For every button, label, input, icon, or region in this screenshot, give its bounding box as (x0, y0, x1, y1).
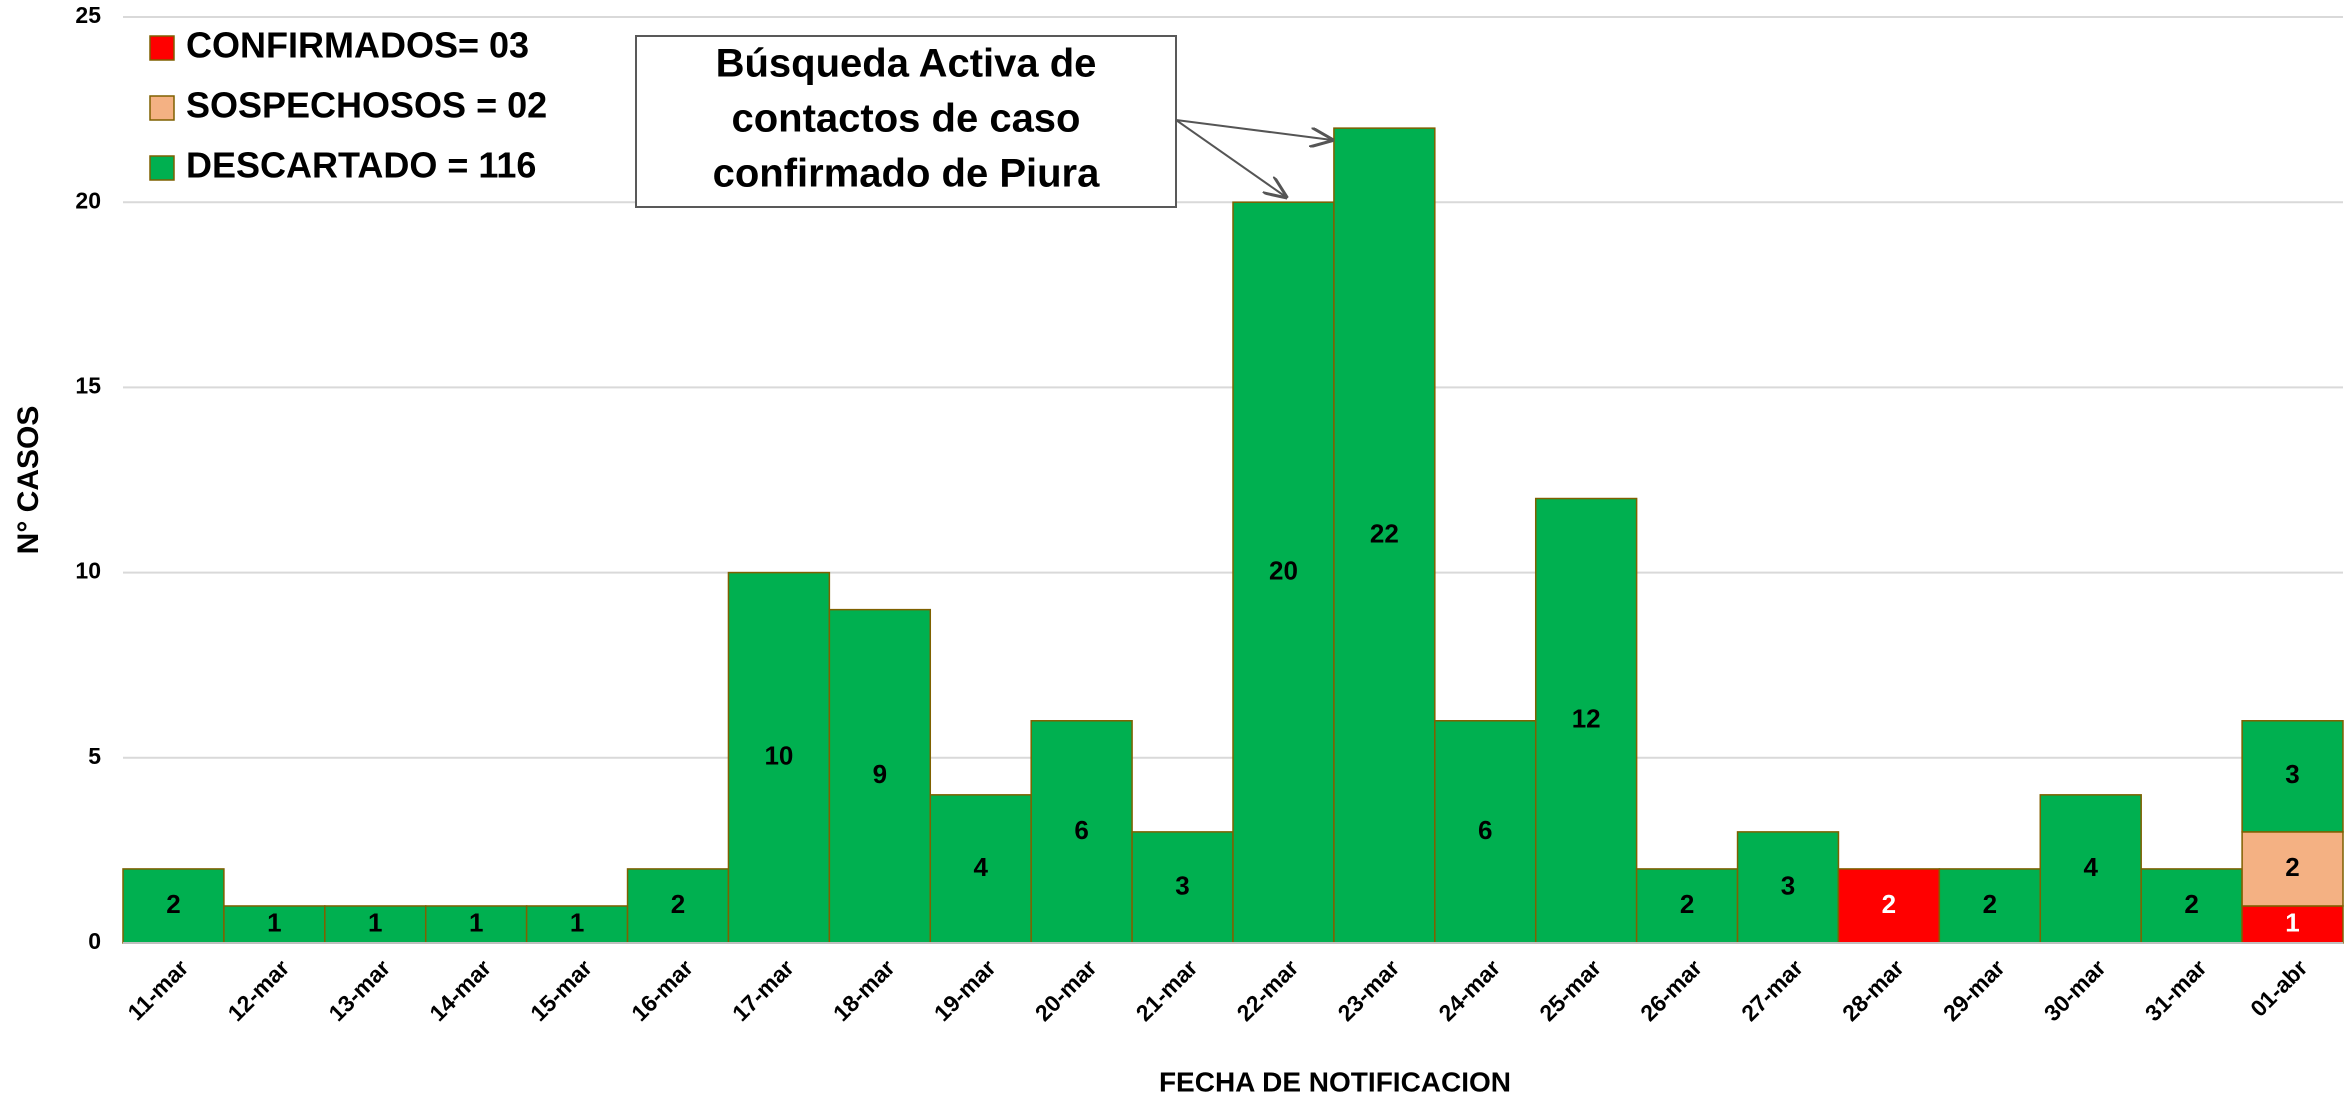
data-label: 4 (973, 852, 988, 882)
x-tick-label: 31-mar (2140, 954, 2212, 1026)
legend-label: SOSPECHOSOS = 02 (186, 85, 547, 126)
data-label: 2 (2184, 889, 2198, 919)
x-tick-label: 11-mar (122, 954, 193, 1025)
data-label: 6 (1478, 815, 1492, 845)
x-tick-label: 13-mar (323, 954, 395, 1026)
x-tick-label: 28-mar (1837, 954, 1909, 1026)
bar-segment (727, 571, 831, 944)
legend-label: DESCARTADO = 116 (186, 145, 536, 186)
annotation-arrow (1175, 119, 1286, 197)
data-label: 2 (1680, 889, 1694, 919)
x-tick-label: 30-mar (2039, 954, 2111, 1026)
x-tick-label: 26-mar (1635, 954, 1707, 1026)
bar-segment (2241, 720, 2344, 833)
data-label: 22 (1370, 518, 1399, 548)
data-label: 1 (2285, 907, 2299, 937)
x-tick-label: 22-mar (1232, 954, 1304, 1026)
x-tick-label: 20-mar (1030, 954, 1102, 1026)
y-tick-label: 15 (75, 372, 101, 398)
data-label: 2 (166, 889, 180, 919)
data-label: 1 (267, 907, 281, 937)
bar-segment (1736, 831, 1840, 944)
annotation-text: confirmado de Piura (713, 152, 1100, 196)
bar-segment (626, 868, 730, 944)
annotation-arrow (1175, 119, 1332, 140)
bar-segment (1333, 127, 1436, 944)
bar-segment (525, 905, 629, 944)
y-tick-label: 10 (75, 558, 101, 584)
x-tick-label: 18-mar (828, 954, 900, 1026)
data-label: 2 (1882, 889, 1896, 919)
data-label: 10 (764, 741, 793, 771)
bar-segment (828, 608, 932, 944)
x-tick-label: 27-mar (1736, 954, 1808, 1026)
legend-label: CONFIRMADOS= 03 (186, 25, 529, 66)
data-label: 12 (1572, 704, 1601, 734)
data-label: 4 (2083, 852, 2098, 882)
y-axis-title: N° CASOS (12, 406, 45, 555)
legend-swatch (149, 155, 175, 181)
y-tick-label: 5 (88, 743, 101, 769)
legend-swatch (149, 95, 175, 121)
data-label: 6 (1074, 815, 1088, 845)
data-label: 3 (1175, 870, 1189, 900)
x-tick-label: 19-mar (929, 954, 1001, 1026)
y-tick-label: 20 (75, 187, 101, 213)
data-label: 9 (873, 759, 887, 789)
data-label: 2 (1983, 889, 1997, 919)
bar-segment (2241, 905, 2344, 944)
data-label: 20 (1269, 555, 1298, 585)
bar-segment (1232, 201, 1335, 944)
data-label: 3 (1781, 870, 1795, 900)
annotation-text: Búsqueda Activa de (716, 42, 1097, 86)
data-label: 3 (2285, 759, 2299, 789)
x-tick-label: 12-mar (222, 954, 294, 1026)
data-label: 2 (671, 889, 685, 919)
bar-segment (1131, 831, 1234, 944)
x-tick-label: 24-mar (1433, 954, 1505, 1026)
bar-segment (1434, 720, 1537, 944)
x-tick-label: 23-mar (1332, 954, 1404, 1026)
x-axis-title: FECHA DE NOTIFICACION (1159, 1066, 1511, 1097)
bar-segment (2241, 831, 2344, 907)
x-tick-label: 01-abr (2245, 954, 2312, 1021)
x-tick-label: 21-mar (1131, 954, 1203, 1026)
y-tick-label: 0 (88, 928, 101, 954)
annotation-box (635, 35, 1177, 208)
data-label: 1 (570, 907, 584, 937)
bar-segment (1030, 720, 1133, 944)
x-tick-label: 17-mar (727, 954, 799, 1026)
y-tick-label: 25 (75, 2, 101, 28)
x-tick-label: 16-mar (626, 954, 698, 1026)
x-tick-label: 29-mar (1938, 954, 2010, 1026)
data-label: 2 (2285, 852, 2299, 882)
x-tick-label: 15-mar (525, 954, 597, 1026)
annotation-text: contactos de caso (731, 97, 1080, 141)
data-label: 1 (368, 907, 382, 937)
x-tick-label: 14-mar (424, 954, 496, 1026)
bar-segment (1534, 497, 1638, 944)
data-label: 1 (469, 907, 483, 937)
legend-swatch (149, 35, 175, 61)
bar-segment (1837, 868, 1941, 944)
bar-segment (2140, 868, 2243, 944)
x-tick-label: 25-mar (1534, 954, 1606, 1026)
